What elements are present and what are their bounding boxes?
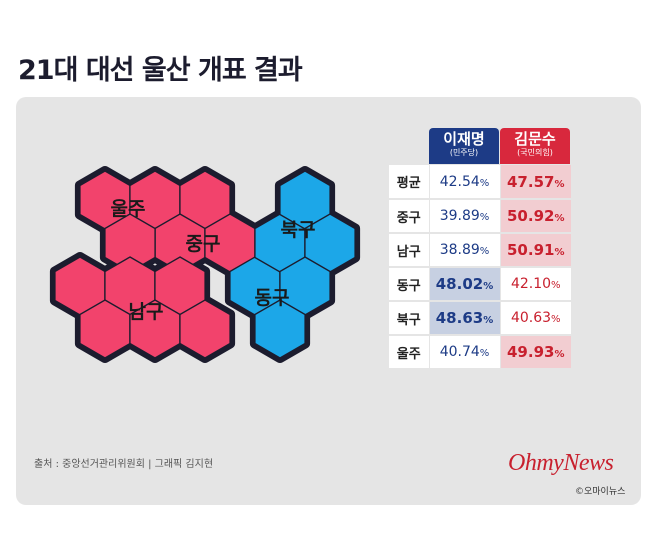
candidate-name-lee: 이재명 [443,130,485,148]
vote-share-value: 42.54 [439,173,480,190]
vote-share-kim: 40.63% [499,301,571,336]
vote-share-value: 49.93 [507,343,555,361]
vote-share-value: 48.02 [435,275,484,293]
table-row: 중구 39.89% 50.92% [389,199,571,234]
vote-share-value: 50.91 [507,241,555,259]
vote-share-value: 50.92 [507,207,555,225]
copyright-text: ©오마이뉴스 [575,487,626,497]
table-row: 남구 38.89% 50.91% [389,233,571,268]
percent-sign: % [554,178,565,190]
percent-sign: % [554,213,565,224]
vote-share-value: 47.57 [507,172,555,191]
row-region-label: 중구 [389,199,429,234]
row-region-label: 평균 [389,165,429,200]
candidate-header-lee: 이재명 (민주당) [429,128,499,164]
percent-sign: % [554,349,565,360]
table-row: 평균 42.54% 47.57% [389,165,571,200]
results-table: 평균 42.54% 47.57% 중구 39.89% 50.92% 남구 38.89% 50.9… [389,165,571,370]
vote-share-kim: 47.57% [499,165,571,200]
vote-share-value: 38.89 [439,242,480,258]
vote-share-kim: 49.93% [499,335,571,370]
map-region-label: 울주 [111,198,146,220]
percent-sign: % [479,246,490,257]
vote-share-kim: 50.91% [499,233,571,268]
vote-share-lee: 39.89% [428,199,500,234]
source-credit: 출처 : 중앙선거관리위원회 | 그래픽 김지현 [34,459,214,470]
vote-share-value: 40.63 [510,310,552,326]
candidate-party-lee: (민주당) [449,148,479,157]
percent-sign: % [483,281,494,292]
map-region-label: 남구 [129,301,164,323]
table-row: 북구 48.63% 40.63% [389,301,571,336]
map-region-label: 중구 [186,233,221,255]
vote-share-kim: 50.92% [499,199,571,234]
vote-share-lee: 40.74% [428,335,500,370]
ohmynews-logo: OhmyNews [508,450,614,476]
candidate-party-kim: (국민의힘) [517,148,553,157]
table-row: 동구 48.02% 42.10% [389,267,571,302]
vote-share-lee: 48.02% [428,267,500,302]
row-region-label: 울주 [389,335,429,370]
candidate-header-kim: 김문수 (국민의힘) [500,128,570,164]
percent-sign: % [551,280,561,291]
vote-share-lee: 42.54% [428,165,500,200]
row-region-label: 동구 [389,267,429,302]
map-hex-lee [254,299,306,359]
vote-share-value: 40.74 [439,344,480,360]
map-hex-kim [179,299,231,359]
map-region-label: 동구 [255,287,290,309]
percent-sign: % [554,247,565,258]
percent-sign: % [483,315,494,326]
vote-share-value: 39.89 [439,208,480,224]
vote-share-lee: 48.63% [428,301,500,336]
table-row: 울주 40.74% 49.93% [389,335,571,370]
row-region-label: 북구 [389,301,429,336]
vote-share-value: 42.10 [510,276,552,292]
percent-sign: % [479,212,490,223]
row-region-label: 남구 [389,233,429,268]
percent-sign: % [551,314,561,325]
map-region-label: 북구 [281,219,316,241]
percent-sign: % [479,348,490,359]
candidate-name-kim: 김문수 [514,130,556,148]
vote-share-lee: 38.89% [428,233,500,268]
vote-share-value: 48.63 [435,309,484,327]
percent-sign: % [479,177,490,189]
page-title: 21대 대선 울산 개표 결과 [18,55,303,86]
vote-share-kim: 42.10% [499,267,571,302]
